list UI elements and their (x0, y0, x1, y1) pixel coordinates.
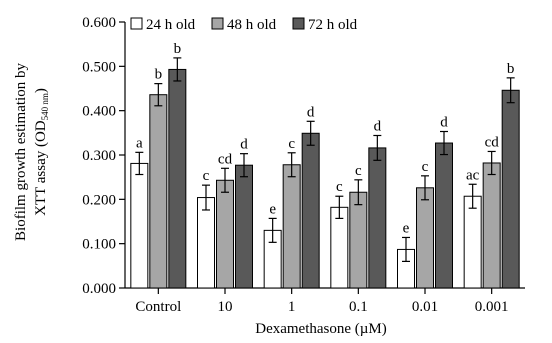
bar (349, 191, 368, 289)
y-tick-label: 0.600 (82, 15, 116, 31)
significance-label: d (240, 137, 248, 153)
significance-label: e (403, 220, 410, 236)
y-tick-label: 0.000 (82, 281, 116, 297)
significance-label: d (374, 118, 382, 134)
bar (330, 206, 349, 289)
legend-swatch (292, 17, 305, 30)
significance-label: c (336, 179, 343, 195)
bar (235, 164, 253, 289)
y-tick-label: 0.400 (82, 104, 116, 120)
bar (301, 132, 320, 289)
legend-label: 48 h old (227, 17, 277, 33)
significance-label: a (136, 135, 143, 151)
legend-label: 24 h old (146, 17, 196, 33)
significance-label: ac (466, 167, 480, 183)
significance-label: b (174, 41, 182, 57)
x-tick-label: 0.1 (349, 299, 368, 315)
legend-swatch (211, 17, 224, 30)
bar (130, 162, 149, 289)
x-tick-label: 0.01 (412, 299, 438, 315)
bar (168, 68, 187, 289)
y-axis-title-subscript: 540 nm (40, 93, 50, 120)
bar (197, 197, 215, 289)
significance-label: cd (218, 151, 233, 167)
significance-label: e (269, 201, 276, 217)
bar (463, 195, 482, 289)
significance-label: c (422, 159, 429, 175)
significance-label: cd (485, 134, 500, 150)
y-axis-title-line2: XTT assay (OD540 nm) (33, 88, 50, 216)
significance-label: c (203, 168, 210, 184)
x-tick-label: 10 (218, 299, 233, 315)
y-tick-label: 0.200 (82, 192, 116, 208)
bar (282, 164, 301, 289)
legend: 24 h old 48 h old 72 h old (130, 17, 358, 33)
bar (368, 147, 387, 289)
y-axis-title-end: ) (33, 88, 49, 93)
x-axis-title: Dexamethasone (µM) (255, 321, 387, 337)
x-tick-label: Control (135, 299, 181, 315)
significance-label: d (440, 115, 448, 131)
y-tick-label: 0.300 (82, 148, 116, 164)
bar (482, 162, 501, 289)
bar (216, 179, 234, 289)
y-axis-title-main: XTT assay (OD (33, 120, 49, 216)
significance-label: c (355, 163, 362, 179)
bar (416, 187, 434, 289)
y-tick-label: 0.500 (82, 59, 116, 75)
significance-label: d (307, 104, 315, 120)
bar (149, 94, 168, 289)
x-tick-label: 0.001 (475, 299, 509, 315)
x-tick-label: 1 (288, 299, 296, 315)
y-tick-label: 0.100 (82, 237, 116, 253)
y-axis-title: Biofilm growth estimation by XTT assay (… (13, 63, 50, 241)
legend-swatch (130, 17, 143, 30)
legend-label: 72 h old (308, 17, 358, 33)
significance-label: b (155, 67, 163, 83)
axes: 0.000 0.100 0.200 0.300 0.400 0.500 0.600 Contr… (82, 15, 525, 315)
significance-label: c (288, 136, 295, 152)
significance-label: b (507, 61, 515, 77)
bar (501, 89, 520, 289)
y-axis-title-line1: Biofilm growth estimation by (13, 63, 29, 241)
bar (435, 142, 453, 289)
